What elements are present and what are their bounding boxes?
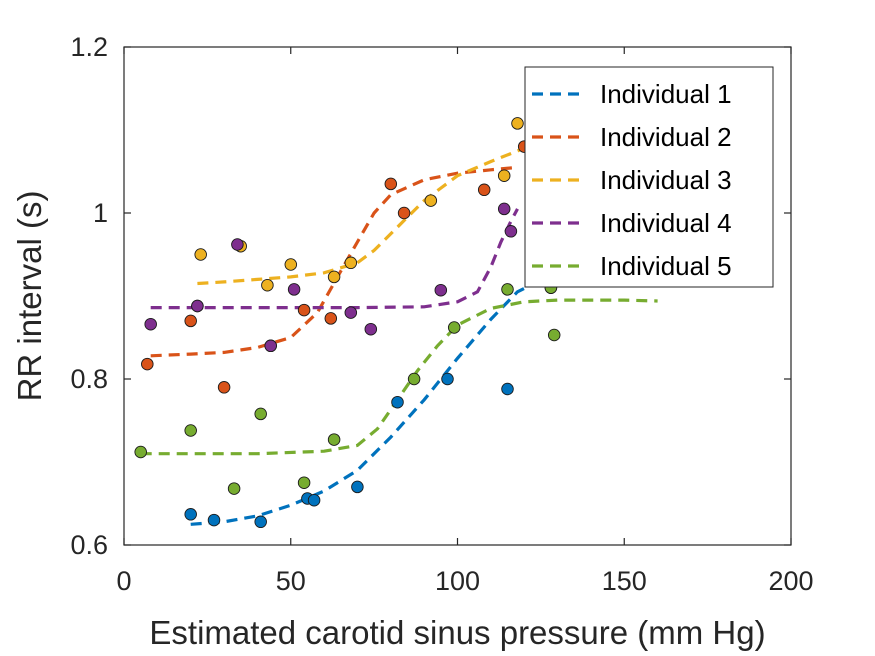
point-individual-4 xyxy=(191,299,204,313)
point-individual-4 xyxy=(434,283,448,297)
x-tick-label: 200 xyxy=(768,566,813,596)
fit-line-individual-2 xyxy=(150,165,518,358)
axis-ticks xyxy=(123,46,792,546)
point-individual-4 xyxy=(264,339,277,353)
point-individual-4 xyxy=(504,225,518,238)
fit-line-individual-1 xyxy=(190,248,658,526)
point-individual-1 xyxy=(441,372,454,386)
point-individual-1 xyxy=(391,395,404,409)
point-individual-2 xyxy=(384,177,398,191)
legend: Individual 1 Individual 2 Individual 3 Indi… xyxy=(524,66,774,288)
x-tick-label: 0 xyxy=(116,566,131,596)
point-individual-2 xyxy=(324,312,338,325)
fit-line-individual-3 xyxy=(197,140,542,286)
x-axis-label: Estimated carotid sinus pressure (mm Hg) xyxy=(149,614,765,651)
legend-label-individual-2: Individual 2 xyxy=(600,122,732,152)
point-individual-1 xyxy=(184,508,197,521)
x-tick-label: 100 xyxy=(435,566,480,596)
point-individual-5 xyxy=(501,283,514,296)
point-individual-3 xyxy=(424,194,438,207)
point-individual-3 xyxy=(511,117,524,130)
point-individual-4 xyxy=(231,238,244,251)
point-individual-2 xyxy=(217,381,231,394)
point-individual-5 xyxy=(184,424,197,437)
x-tick-label: 50 xyxy=(276,566,306,596)
legend-label-individual-1: Individual 1 xyxy=(600,79,732,109)
point-individual-1 xyxy=(501,382,514,396)
point-individual-2 xyxy=(297,303,311,317)
data-points xyxy=(134,117,664,529)
point-individual-5 xyxy=(447,321,461,334)
point-individual-2 xyxy=(184,314,197,328)
legend-label-individual-5: Individual 5 xyxy=(600,251,732,281)
point-individual-4 xyxy=(287,283,301,296)
point-individual-1 xyxy=(307,493,321,507)
point-individual-1 xyxy=(207,513,221,527)
point-individual-3 xyxy=(261,278,274,292)
y-tick-label: 1 xyxy=(93,198,108,228)
x-tick-label: 150 xyxy=(602,566,647,596)
y-tick-label: 1.2 xyxy=(70,32,108,62)
point-individual-4 xyxy=(497,202,511,216)
point-individual-5 xyxy=(547,328,561,342)
point-individual-5 xyxy=(407,372,421,386)
point-individual-4 xyxy=(364,322,378,336)
fit-line-individual-4 xyxy=(150,208,519,310)
point-individual-4 xyxy=(344,306,358,319)
point-individual-1 xyxy=(351,480,364,494)
point-individual-3 xyxy=(344,256,358,270)
point-individual-2 xyxy=(397,206,411,220)
point-individual-5 xyxy=(134,445,147,459)
point-individual-3 xyxy=(194,248,207,261)
point-individual-4 xyxy=(144,317,157,331)
y-tick-label: 0.8 xyxy=(70,364,108,394)
point-individual-5 xyxy=(254,407,267,421)
legend-label-individual-4: Individual 4 xyxy=(600,208,732,238)
point-individual-5 xyxy=(297,476,311,489)
point-individual-5 xyxy=(227,482,241,495)
fit-lines xyxy=(140,140,658,526)
legend-box xyxy=(524,66,774,288)
point-individual-2 xyxy=(477,183,491,197)
point-individual-3 xyxy=(497,169,511,182)
point-individual-2 xyxy=(141,357,154,371)
y-tick-label: 0.6 xyxy=(70,530,108,560)
legend-label-individual-3: Individual 3 xyxy=(600,165,732,195)
y-axis-label: RR interval (s) xyxy=(11,191,48,402)
point-individual-1 xyxy=(254,515,267,529)
point-individual-5 xyxy=(327,433,341,446)
tick-labels: 0 50 100 150 200 0.6 0.8 1 1.2 xyxy=(70,32,813,596)
fit-line-individual-5 xyxy=(140,298,658,456)
point-individual-3 xyxy=(284,258,298,271)
point-individual-3 xyxy=(327,270,341,284)
